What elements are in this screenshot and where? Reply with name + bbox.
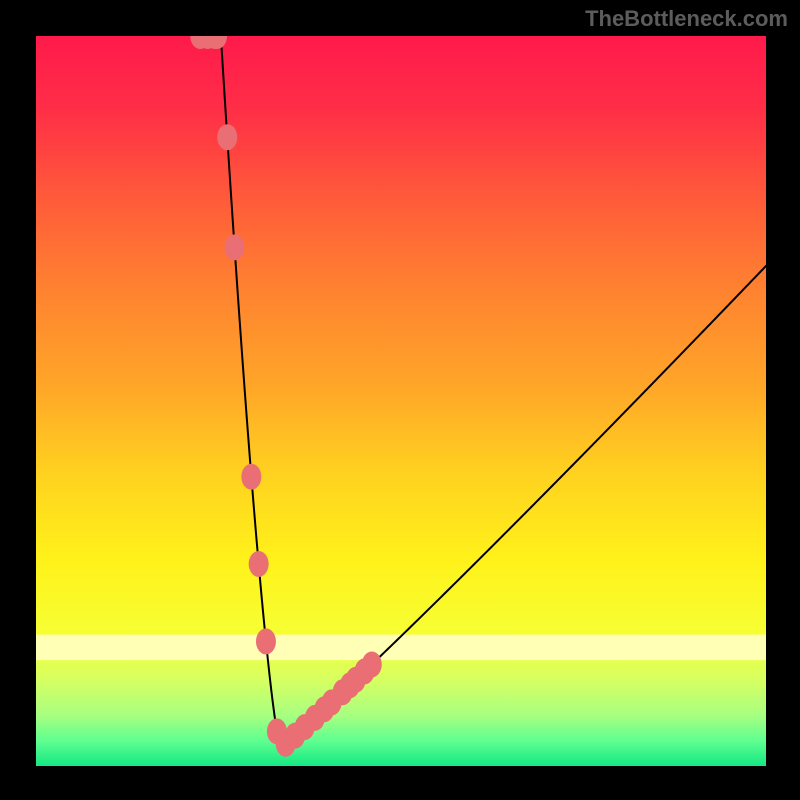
pale-band (36, 635, 766, 661)
curve-marker (362, 651, 382, 677)
curve-marker (256, 628, 276, 654)
attribution-text: TheBottleneck.com (585, 6, 788, 32)
curve-marker (241, 464, 261, 490)
curve-marker (217, 124, 237, 150)
stage: TheBottleneck.com (0, 0, 800, 800)
plot-svg (36, 36, 766, 766)
curve-marker (249, 551, 269, 577)
curve-marker (225, 234, 245, 260)
plot-area (36, 36, 766, 766)
